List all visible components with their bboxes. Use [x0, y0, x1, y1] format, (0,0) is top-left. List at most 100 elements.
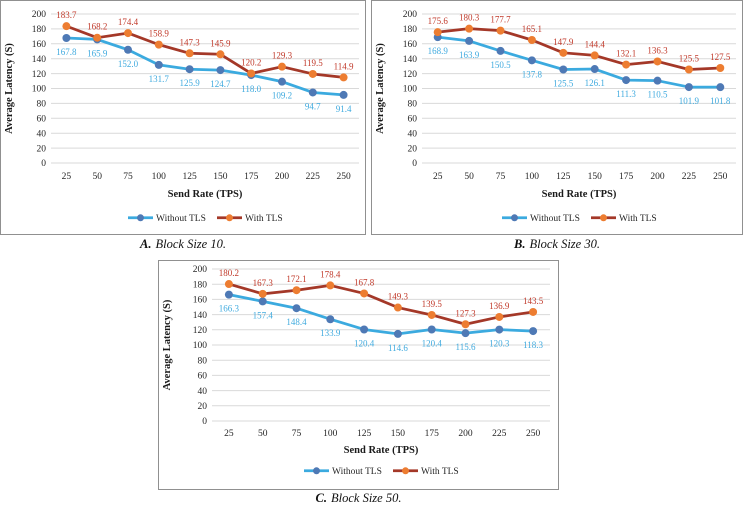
svg-text:118.0: 118.0 — [241, 84, 261, 94]
svg-text:167.3: 167.3 — [253, 278, 274, 288]
svg-text:143.5: 143.5 — [523, 296, 544, 306]
svg-text:125: 125 — [357, 429, 372, 439]
svg-text:Send Rate (TPS): Send Rate (TPS) — [168, 189, 243, 200]
svg-text:147.9: 147.9 — [553, 37, 574, 47]
svg-text:100: 100 — [525, 172, 540, 182]
svg-text:200: 200 — [32, 10, 47, 20]
svg-text:144.4: 144.4 — [585, 39, 606, 49]
svg-text:Send Rate (TPS): Send Rate (TPS) — [542, 189, 617, 200]
svg-text:Without TLS: Without TLS — [156, 214, 206, 224]
svg-text:114.9: 114.9 — [334, 61, 354, 71]
svg-text:140: 140 — [193, 311, 208, 321]
svg-text:120.4: 120.4 — [354, 338, 375, 348]
svg-text:160: 160 — [193, 296, 208, 306]
svg-text:109.2: 109.2 — [272, 91, 292, 101]
svg-text:177.7: 177.7 — [490, 15, 511, 25]
svg-text:80: 80 — [37, 100, 47, 110]
chart-panel-c: 0 20 40 60 80 100 120 140 160 180 200 25 50 75 100 125 1… — [158, 260, 559, 490]
svg-text:25: 25 — [433, 172, 443, 182]
svg-text:60: 60 — [37, 115, 47, 125]
svg-text:50: 50 — [464, 172, 474, 182]
svg-text:50: 50 — [258, 429, 268, 439]
svg-text:119.5: 119.5 — [303, 58, 323, 68]
svg-text:120: 120 — [403, 70, 418, 80]
svg-text:250: 250 — [336, 172, 351, 182]
svg-text:115.6: 115.6 — [456, 342, 476, 352]
svg-text:Without TLS: Without TLS — [332, 467, 382, 477]
svg-text:150.5: 150.5 — [490, 60, 511, 70]
caption-text: Block Size 30. — [529, 237, 600, 251]
caption-block-size-10: A. Block Size 10. — [0, 237, 366, 252]
svg-text:94.7: 94.7 — [305, 101, 321, 111]
svg-text:125.5: 125.5 — [553, 79, 574, 89]
svg-text:100: 100 — [193, 341, 208, 351]
svg-text:152.0: 152.0 — [118, 59, 139, 69]
svg-text:140: 140 — [403, 55, 418, 65]
svg-text:180: 180 — [403, 25, 418, 35]
svg-text:136.3: 136.3 — [647, 45, 668, 55]
svg-text:127.3: 127.3 — [455, 308, 476, 318]
svg-text:20: 20 — [198, 402, 208, 412]
svg-text:175: 175 — [425, 429, 440, 439]
svg-text:160: 160 — [403, 40, 418, 50]
svg-text:178.4: 178.4 — [320, 269, 341, 279]
svg-text:200: 200 — [458, 429, 473, 439]
svg-text:200: 200 — [650, 172, 665, 182]
svg-text:136.9: 136.9 — [489, 301, 510, 311]
svg-text:111.3: 111.3 — [616, 89, 636, 99]
svg-text:250: 250 — [526, 429, 541, 439]
svg-text:101.8: 101.8 — [710, 96, 731, 106]
svg-text:150: 150 — [213, 172, 228, 182]
svg-text:120: 120 — [32, 70, 47, 80]
svg-text:165.9: 165.9 — [87, 48, 108, 58]
svg-text:157.4: 157.4 — [253, 310, 274, 320]
svg-text:180.2: 180.2 — [219, 268, 239, 278]
svg-text:180: 180 — [193, 280, 208, 290]
svg-text:100: 100 — [403, 85, 418, 95]
svg-text:180.3: 180.3 — [459, 13, 480, 23]
caption-letter: C. — [315, 491, 327, 505]
svg-text:Average Latency (S): Average Latency (S) — [375, 43, 386, 134]
svg-text:225: 225 — [306, 172, 321, 182]
svg-text:80: 80 — [198, 356, 208, 366]
svg-text:20: 20 — [408, 144, 418, 154]
caption-block-size-30: B. Block Size 30. — [371, 237, 743, 252]
svg-text:60: 60 — [198, 372, 208, 382]
svg-text:40: 40 — [37, 129, 47, 139]
svg-text:91.4: 91.4 — [336, 104, 352, 114]
chart-panel-b: 0 20 40 60 80 100 120 140 160 180 200 25 50 75 100 125 1… — [371, 0, 743, 235]
svg-text:125.5: 125.5 — [679, 54, 700, 64]
line-chart-block-size-50: 0 20 40 60 80 100 120 140 160 180 200 25 50 75 100 125 1… — [162, 265, 550, 477]
svg-text:114.6: 114.6 — [388, 343, 408, 353]
svg-text:200: 200 — [193, 265, 208, 275]
svg-text:50: 50 — [92, 172, 102, 182]
svg-text:118.3: 118.3 — [523, 340, 543, 350]
svg-text:225: 225 — [682, 172, 697, 182]
svg-text:With TLS: With TLS — [421, 467, 459, 477]
line-chart-block-size-10: 0 20 40 60 80 100 120 140 160 180 200 25 50 75 100 125 1… — [4, 10, 359, 224]
svg-text:110.5: 110.5 — [648, 90, 668, 100]
svg-text:20: 20 — [37, 144, 47, 154]
svg-text:180: 180 — [32, 25, 47, 35]
svg-text:40: 40 — [198, 387, 208, 397]
svg-text:60: 60 — [408, 115, 418, 125]
svg-text:160: 160 — [32, 40, 47, 50]
svg-text:183.7: 183.7 — [56, 10, 77, 20]
svg-text:127.5: 127.5 — [710, 52, 731, 62]
svg-text:Average Latency (S): Average Latency (S) — [4, 43, 15, 134]
svg-text:0: 0 — [412, 159, 417, 169]
svg-text:200: 200 — [403, 10, 418, 20]
svg-text:175.6: 175.6 — [428, 16, 449, 26]
svg-text:150: 150 — [391, 429, 406, 439]
svg-text:Send Rate (TPS): Send Rate (TPS) — [344, 445, 419, 456]
caption-text: Block Size 10. — [155, 237, 226, 251]
svg-text:75: 75 — [292, 429, 302, 439]
svg-text:165.1: 165.1 — [522, 24, 542, 34]
svg-text:Average Latency (S): Average Latency (S) — [162, 299, 173, 390]
svg-text:80: 80 — [408, 100, 418, 110]
svg-text:Without TLS: Without TLS — [530, 214, 580, 224]
svg-text:148.4: 148.4 — [286, 317, 307, 327]
svg-text:139.5: 139.5 — [422, 299, 443, 309]
svg-text:0: 0 — [202, 417, 207, 427]
